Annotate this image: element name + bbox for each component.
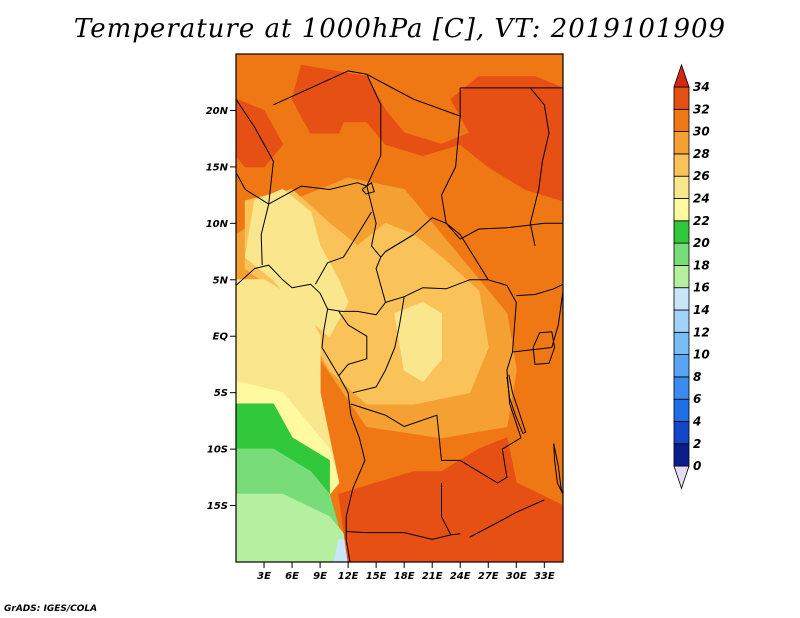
lake-victoria [532,331,556,365]
colorbar-triangle-high [673,63,690,88]
lon-tick-label: 33E [534,571,555,582]
border-nigeria-cameroon [314,211,372,285]
colorbar-label: 0 [693,459,701,473]
lat-tick-label: EQ [213,332,229,343]
lake-tanganyika [506,374,527,434]
lon-tick-label: 27E [478,571,499,582]
colorbar-label: 18 [693,258,710,272]
lon-tick-label: 21E [422,571,443,582]
colorbar-swatch [673,331,690,355]
border-drc-angola [350,403,461,461]
border-gabon-congo [338,311,368,377]
lat-tick-label: 5S [214,388,228,399]
temperature-field [236,54,563,562]
colorbar-label: 14 [693,303,710,317]
colorbar-swatch [673,108,690,133]
colorbar-swatch [673,443,690,467]
lat-tick-label: 10S [207,445,228,456]
colorbar-label: 12 [693,325,710,339]
lat-tick-label: 20N [206,106,229,117]
border-congo-drc [352,296,405,394]
colorbar-label: 22 [693,214,710,228]
colorbar-label: 32 [693,102,710,116]
lat-tick-label: 5N [213,275,229,286]
border-zambia-zimbabwe [469,499,545,538]
border-drc-zambia [459,437,522,484]
lake-chad [361,182,375,195]
border-southsudan-uganda [516,283,563,297]
colorbar-swatch [673,198,690,222]
region-congo-basin [394,301,442,383]
region-hot-niger [291,87,349,134]
colorbar-swatch [673,376,690,400]
colorbar-swatch [673,153,690,177]
colorbar-label: 34 [693,80,710,94]
lat-tick-label: 15N [206,162,229,173]
lon-tick-label: 12E [338,571,359,582]
border-cameroon-congo [327,257,386,316]
lon-tick-label: 15E [366,571,387,582]
colorbar-swatch [673,421,690,445]
lon-tick-label: 24E [450,571,471,582]
border-car-south [385,279,489,303]
border-angola-zambia [441,483,452,536]
lon-tick-label: 30E [506,571,527,582]
colorbar-label: 16 [693,281,710,295]
colorbar-swatch [673,309,690,333]
colorbar-swatch [673,242,690,266]
colorbar-label: 2 [693,437,701,451]
colorbar-swatch [673,86,690,110]
colorbar-label: 28 [693,147,710,161]
nile-trace [529,87,550,247]
colorbar-label: 6 [693,392,701,406]
colorbar-swatch [673,175,690,199]
border-chad-libya [366,73,461,117]
lon-tick-label: 6E [285,571,299,582]
colorbar-swatch [673,131,690,155]
colorbar-triangle-low [673,465,690,490]
colorbar-swatch [673,354,690,378]
chart-title: Temperature at 1000hPa [C], VT: 20191019… [73,14,727,44]
coastline-west [236,264,366,562]
colorbar-label: 30 [693,125,710,139]
lat-tick-label: 15S [207,501,228,512]
colorbar-label: 24 [693,192,710,206]
latitude-axis: 20N 15N 10N 5N EQ 5S 10S 15S [206,106,236,512]
colorbar-label: 8 [693,370,701,384]
lon-tick-label: 9E [313,571,327,582]
colorbar-label: 10 [693,348,710,362]
region-hot-south [338,437,563,562]
footer-credit: GrADS: IGES/COLA [4,604,98,614]
region-cameroon-24 [244,188,349,337]
border-niger-north [273,70,367,106]
colorbar-swatch [673,398,690,422]
border-niger-chad [366,74,382,187]
map-frame [235,53,564,563]
colorbar-swatch [673,287,690,311]
colorbar-label: 4 [692,415,701,429]
border-benin-nigeria [260,203,270,266]
border-mali-niger [236,98,274,205]
longitude-axis: 3E 6E 9E 12E 15E 18E 21E 24E 27E 30E 33E [257,562,555,582]
lat-tick-label: 10N [206,219,229,230]
border-angola-namibia [346,531,461,540]
border-sudan-south [445,222,563,240]
colorbar-swatch [673,264,690,289]
lon-tick-label: 3E [257,571,271,582]
colorbar-label: 20 [693,236,710,250]
colorbar-swatch [673,220,690,244]
lake-malawi [553,443,563,495]
border-chad-sudan [441,87,461,224]
border-car-north [385,217,489,281]
region-hot-sahara [291,64,563,202]
colorbar-label: 26 [693,169,710,183]
country-borders [236,70,563,562]
border-niger-nigeria [268,182,367,205]
lon-tick-label: 18E [394,571,415,582]
border-uganda-kenya [512,291,563,353]
